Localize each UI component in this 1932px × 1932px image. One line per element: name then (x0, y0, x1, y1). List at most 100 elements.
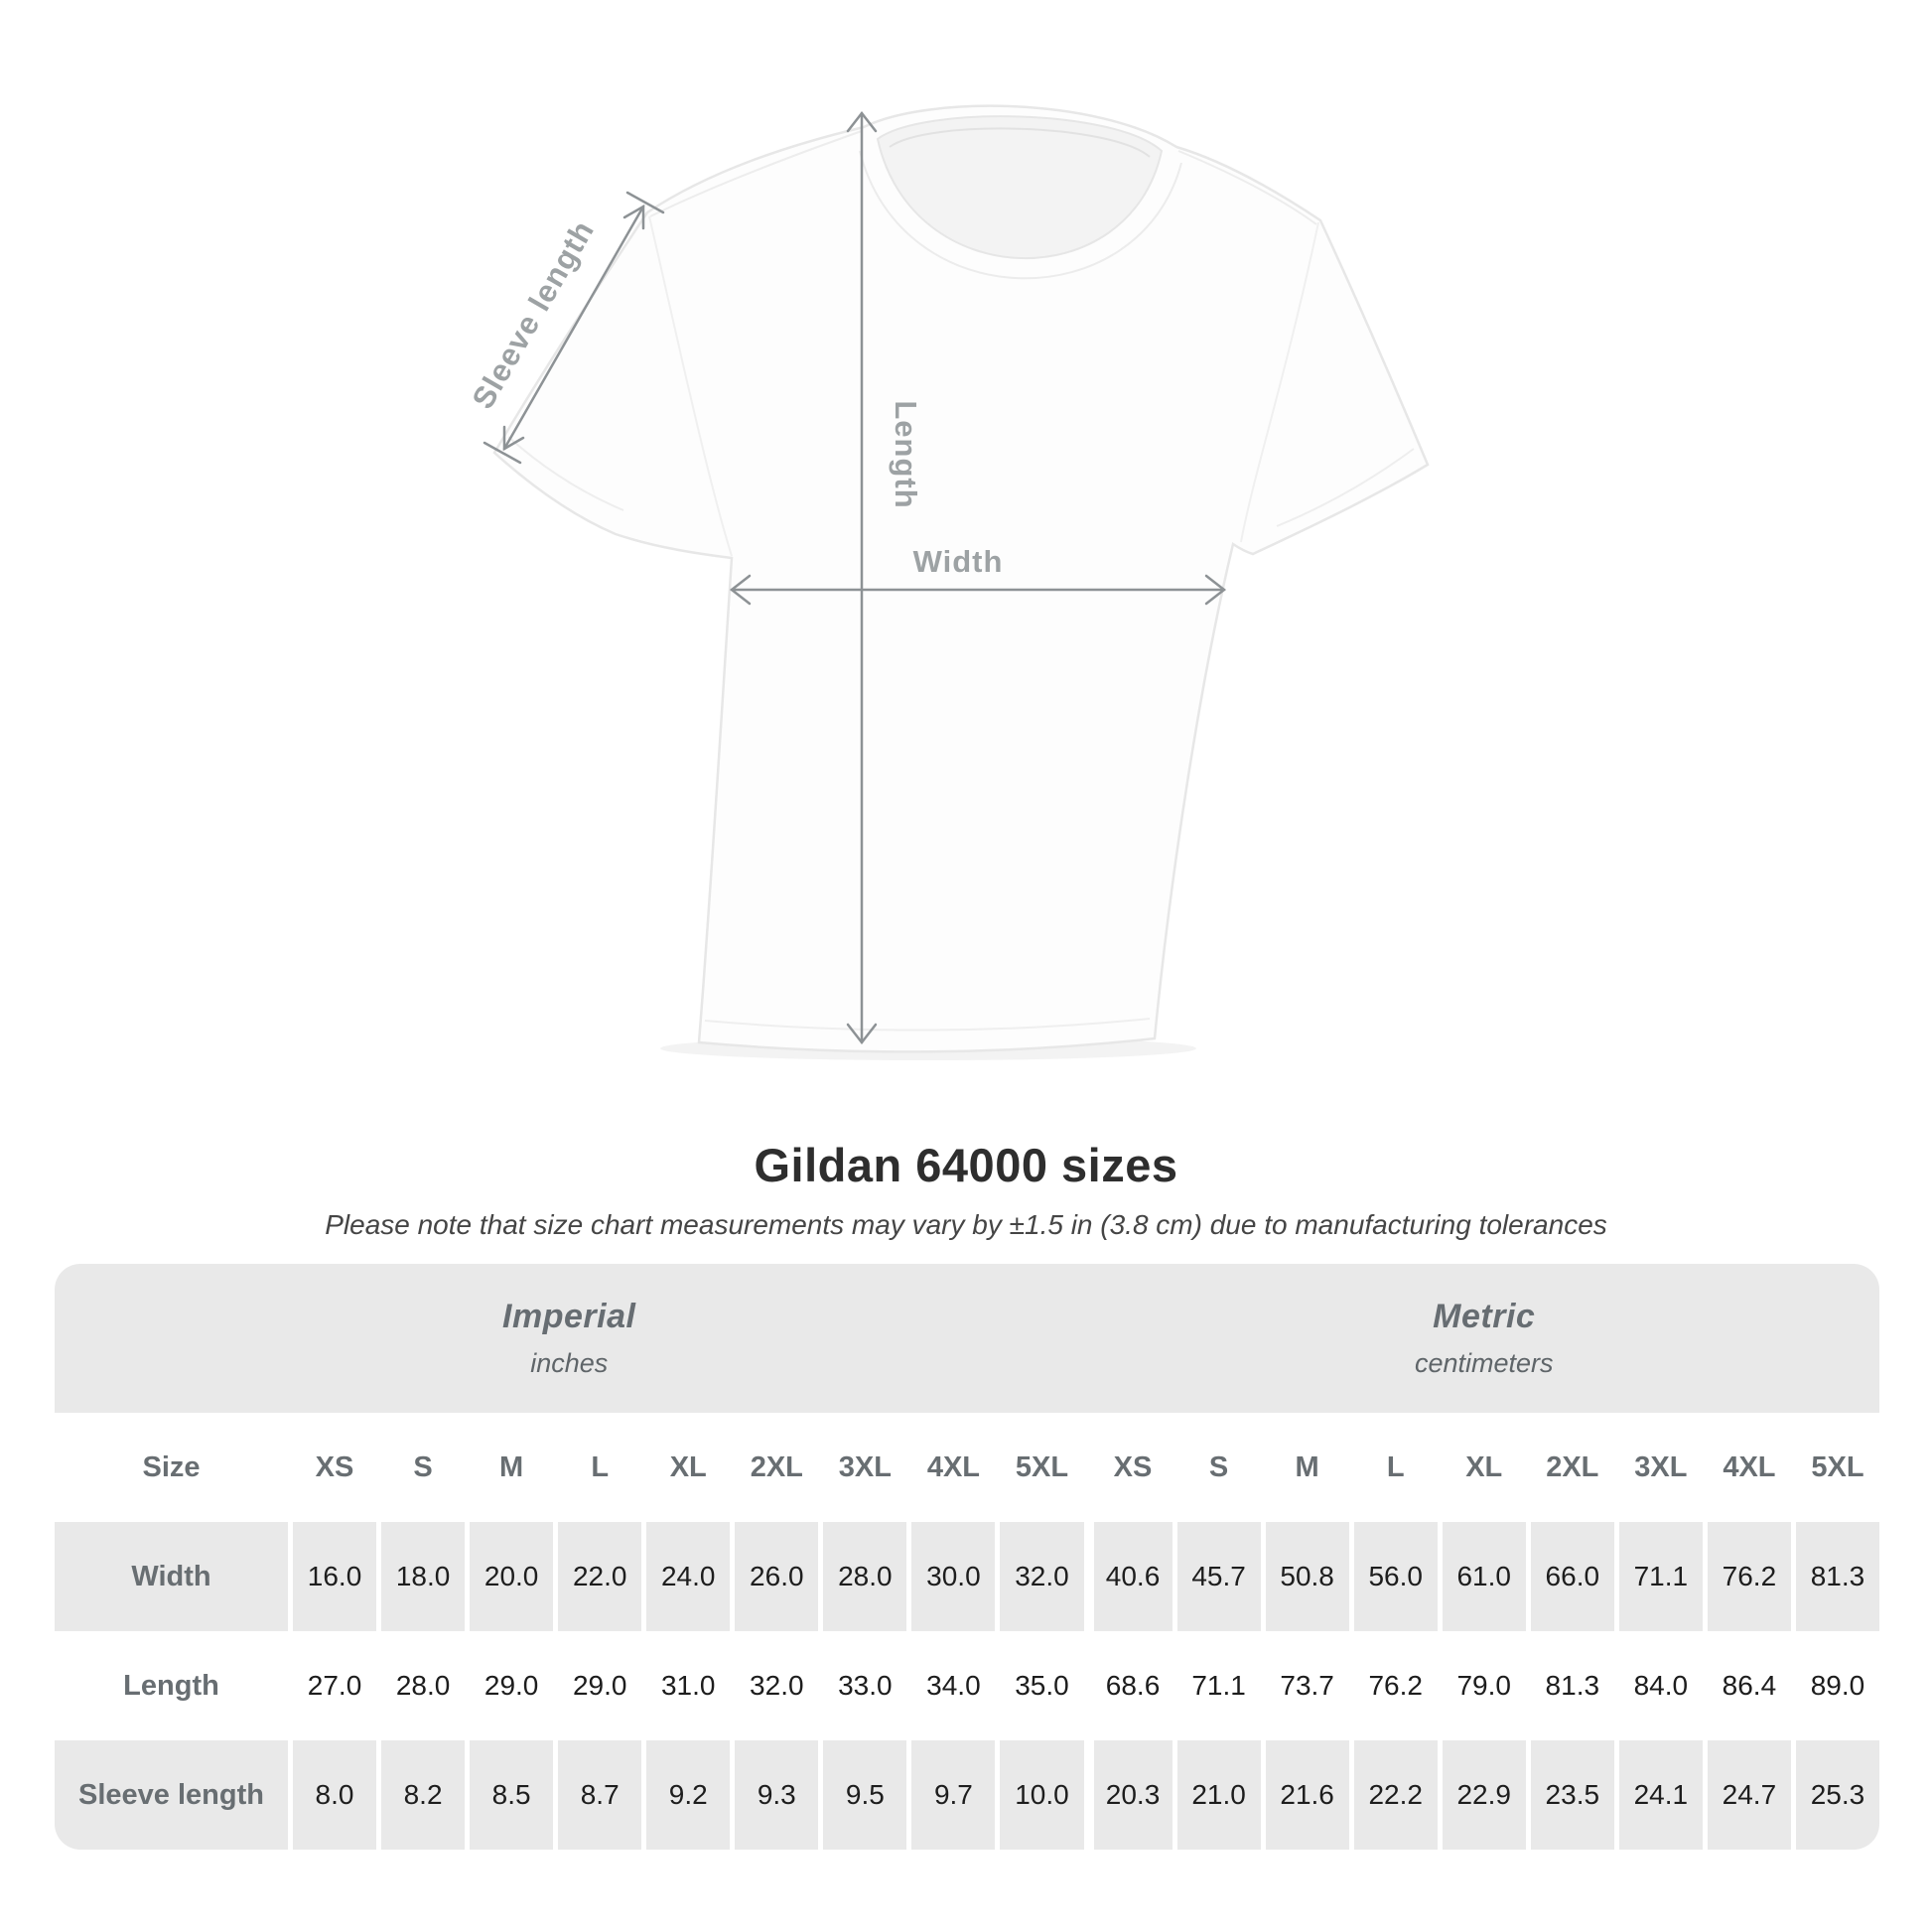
sleeve-length-arrow (483, 191, 665, 465)
length-arrow (846, 110, 878, 1045)
cell-length-metric-4xl: 86.4 (1707, 1631, 1791, 1740)
table-row-sleeve-length: Sleeve length 8.0 8.2 8.5 8.7 9.2 9.3 9.5 9.7 10.… (55, 1740, 1879, 1850)
col-header-imperial-4xl: 4XL (911, 1413, 996, 1522)
cell-sleeve-length-metric-5xl: 25.3 (1795, 1740, 1879, 1850)
tshirt-graphic: Length Width Sleeve length (466, 104, 1430, 1060)
size-header-label: Size (55, 1413, 288, 1522)
cell-sleeve-length-imperial-xs: 8.0 (293, 1740, 377, 1850)
row-label-width: Width (55, 1522, 288, 1631)
col-header-metric-m: M (1265, 1413, 1349, 1522)
cell-width-metric-xs: 40.6 (1088, 1522, 1173, 1631)
col-header-imperial-s: S (381, 1413, 466, 1522)
tshirt-measurement-diagram: Length Width Sleeve length (466, 104, 1430, 1060)
cell-width-imperial-m: 20.0 (470, 1522, 554, 1631)
cell-sleeve-length-metric-m: 21.6 (1265, 1740, 1349, 1850)
cell-length-metric-2xl: 81.3 (1530, 1631, 1614, 1740)
col-header-metric-2xl: 2XL (1530, 1413, 1614, 1522)
width-arrow-label: Width (913, 544, 1004, 579)
cell-width-metric-2xl: 66.0 (1530, 1522, 1614, 1631)
size-chart-table: Imperial inches Metric centimeters Size X… (55, 1264, 1879, 1850)
col-header-metric-3xl: 3XL (1618, 1413, 1703, 1522)
cell-length-metric-m: 73.7 (1265, 1631, 1349, 1740)
cell-sleeve-length-metric-4xl: 24.7 (1707, 1740, 1791, 1850)
row-label-sleeve-length: Sleeve length (55, 1740, 288, 1850)
cell-sleeve-length-metric-3xl: 24.1 (1618, 1740, 1703, 1850)
col-header-imperial-xl: XL (646, 1413, 731, 1522)
cell-sleeve-length-metric-s: 21.0 (1176, 1740, 1261, 1850)
cell-length-imperial-4xl: 34.0 (911, 1631, 996, 1740)
left-shoulder-seam (649, 130, 863, 217)
col-header-metric-s: S (1176, 1413, 1261, 1522)
collar-opening (876, 115, 1164, 259)
col-header-imperial-l: L (558, 1413, 642, 1522)
cell-length-imperial-l: 29.0 (558, 1631, 642, 1740)
cell-length-imperial-5xl: 35.0 (1000, 1631, 1084, 1740)
right-cuff-seam (1276, 448, 1415, 527)
left-armhole-seam (648, 215, 733, 557)
col-header-imperial-m: M (470, 1413, 554, 1522)
table-row-length: Length 27.0 28.0 29.0 29.0 31.0 32.0 33.0 34.0 35… (55, 1631, 1879, 1740)
col-header-metric-4xl: 4XL (1707, 1413, 1791, 1522)
cell-length-metric-l: 76.2 (1353, 1631, 1438, 1740)
imperial-label: Imperial (502, 1298, 636, 1335)
width-arrow (729, 574, 1227, 606)
collar-stitch-line (859, 150, 1182, 280)
col-header-imperial-5xl: 5XL (1000, 1413, 1084, 1522)
cell-width-metric-l: 56.0 (1353, 1522, 1438, 1631)
cell-sleeve-length-imperial-3xl: 9.5 (823, 1740, 907, 1850)
row-label-length: Length (55, 1631, 288, 1740)
cell-sleeve-length-imperial-2xl: 9.3 (735, 1740, 819, 1850)
cell-sleeve-length-imperial-m: 8.5 (470, 1740, 554, 1850)
col-header-metric-xs: XS (1088, 1413, 1173, 1522)
cell-length-imperial-xs: 27.0 (293, 1631, 377, 1740)
col-header-metric-l: L (1353, 1413, 1438, 1522)
col-header-imperial-2xl: 2XL (735, 1413, 819, 1522)
metric-unit: centimeters (1414, 1348, 1554, 1378)
cell-width-imperial-s: 18.0 (381, 1522, 466, 1631)
cell-width-imperial-xs: 16.0 (293, 1522, 377, 1631)
cell-width-imperial-2xl: 26.0 (735, 1522, 819, 1631)
cell-sleeve-length-metric-2xl: 23.5 (1530, 1740, 1614, 1850)
cell-sleeve-length-imperial-xl: 9.2 (646, 1740, 731, 1850)
cell-length-metric-3xl: 84.0 (1618, 1631, 1703, 1740)
cell-sleeve-length-metric-l: 22.2 (1353, 1740, 1438, 1850)
cell-sleeve-length-metric-xl: 22.9 (1442, 1740, 1526, 1850)
imperial-unit: inches (530, 1348, 609, 1378)
right-shoulder-seam (1177, 150, 1317, 225)
cell-length-metric-5xl: 89.0 (1795, 1631, 1879, 1740)
metric-group-header: Metric centimeters (1089, 1264, 1880, 1413)
cell-width-metric-s: 45.7 (1176, 1522, 1261, 1631)
unit-header-band: Imperial inches Metric centimeters (55, 1264, 1879, 1413)
cell-length-imperial-m: 29.0 (470, 1631, 554, 1740)
cell-sleeve-length-imperial-4xl: 9.7 (911, 1740, 996, 1850)
cell-width-metric-3xl: 71.1 (1618, 1522, 1703, 1631)
page-title: Gildan 64000 sizes (754, 1139, 1178, 1191)
metric-label: Metric (1433, 1298, 1536, 1335)
cell-width-metric-m: 50.8 (1265, 1522, 1349, 1631)
cell-sleeve-length-imperial-l: 8.7 (558, 1740, 642, 1850)
cell-width-imperial-3xl: 28.0 (823, 1522, 907, 1631)
tshirt-body (492, 104, 1430, 1053)
cell-length-imperial-3xl: 33.0 (823, 1631, 907, 1740)
right-armhole-seam (1240, 221, 1319, 543)
cell-sleeve-length-imperial-5xl: 10.0 (1000, 1740, 1084, 1850)
cell-sleeve-length-imperial-s: 8.2 (381, 1740, 466, 1850)
cell-width-metric-5xl: 81.3 (1795, 1522, 1879, 1631)
cell-length-imperial-s: 28.0 (381, 1631, 466, 1740)
left-cuff-seam (507, 436, 624, 511)
cell-length-metric-xl: 79.0 (1442, 1631, 1526, 1740)
cell-width-imperial-xl: 24.0 (646, 1522, 731, 1631)
cell-length-imperial-2xl: 32.0 (735, 1631, 819, 1740)
cell-length-imperial-xl: 31.0 (646, 1631, 731, 1740)
cell-width-metric-4xl: 76.2 (1707, 1522, 1791, 1631)
collar-ribbing-line (889, 127, 1151, 158)
size-header-row: Size XS S M L XL 2XL 3XL 4XL 5XL XS S M L XL 2XL 3XL 4XL 5… (55, 1413, 1879, 1522)
cell-width-imperial-5xl: 32.0 (1000, 1522, 1084, 1631)
length-arrow-label: Length (889, 400, 923, 508)
page-subtitle: Please note that size chart measurements… (325, 1209, 1607, 1240)
cell-width-imperial-4xl: 30.0 (911, 1522, 996, 1631)
cell-width-imperial-l: 22.0 (558, 1522, 642, 1631)
cell-width-metric-xl: 61.0 (1442, 1522, 1526, 1631)
col-header-metric-xl: XL (1442, 1413, 1526, 1522)
